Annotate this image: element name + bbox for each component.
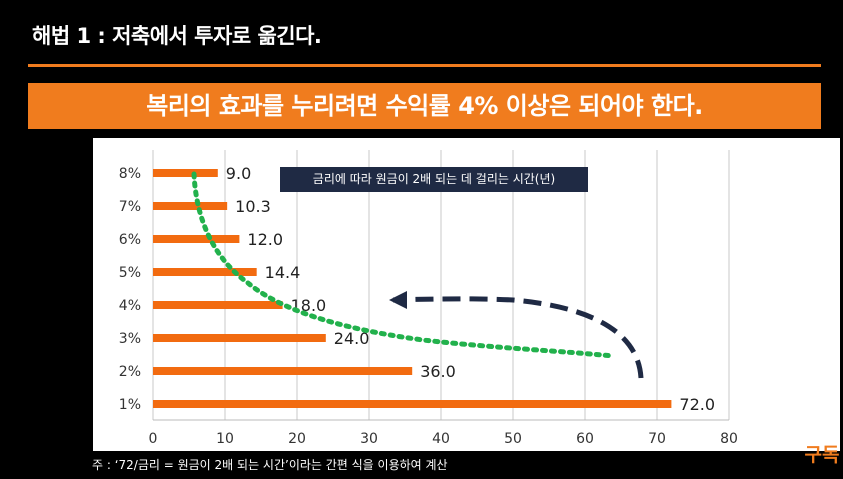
logo-subscribe-text: 구독: [804, 444, 840, 466]
footnote: 주 : ‘72/금리 = 원금이 2배 되는 시간’이라는 간편 식을 이용하여…: [92, 458, 448, 472]
bar: [153, 235, 240, 243]
y-tick-label: 1%: [119, 397, 141, 413]
bar: [153, 169, 218, 177]
x-tick-label: 70: [648, 431, 666, 447]
chart-legend-label: 금리에 따라 원금이 2배 되는 데 걸리는 시간(년): [280, 167, 588, 192]
bar-chart: 0 10 20 30 40 50 60 70 801% 72.02% 36.03% 24.04% 18.…: [119, 150, 738, 447]
channel-logo: 스마트머니 구독: [801, 434, 843, 466]
data-label: 10.3: [235, 197, 271, 216]
y-tick-label: 4%: [119, 298, 141, 314]
y-tick-label: 6%: [119, 232, 141, 248]
direction-arrow-line: [392, 296, 644, 379]
x-tick-label: 30: [360, 431, 378, 447]
data-label: 12.0: [247, 230, 283, 249]
y-tick-label: 3%: [119, 331, 141, 347]
bar: [153, 268, 257, 276]
trend-dotted-curve: [191, 171, 616, 359]
data-label: 24.0: [334, 329, 370, 348]
data-label: 14.4: [265, 263, 301, 282]
direction-arrow-head: [389, 291, 407, 309]
bar: [153, 202, 228, 210]
data-label: 36.0: [420, 362, 456, 381]
data-label: 72.0: [679, 395, 715, 414]
headline-banner: 복리의 효과를 누리려면 수익률 4% 이상은 되어야 한다.: [28, 83, 821, 129]
header-divider: [28, 64, 821, 67]
bar: [153, 367, 413, 375]
x-tick-label: 50: [504, 431, 522, 447]
logo-brand-text: 스마트머니: [804, 434, 840, 443]
x-tick-label: 0: [149, 431, 158, 447]
x-tick-label: 60: [576, 431, 594, 447]
data-label: 9.0: [226, 164, 251, 183]
y-tick-label: 2%: [119, 364, 141, 380]
x-tick-label: 20: [288, 431, 306, 447]
x-tick-label: 10: [216, 431, 234, 447]
x-tick-label: 40: [432, 431, 450, 447]
y-tick-label: 5%: [119, 265, 141, 281]
bar: [153, 334, 326, 342]
y-tick-label: 7%: [119, 199, 141, 215]
x-tick-label: 80: [720, 431, 738, 447]
bar: [153, 301, 283, 309]
page-heading: 해법 1 : 저축에서 투자로 옮긴다.: [32, 24, 322, 48]
y-tick-label: 8%: [119, 166, 141, 182]
bar: [153, 400, 672, 408]
